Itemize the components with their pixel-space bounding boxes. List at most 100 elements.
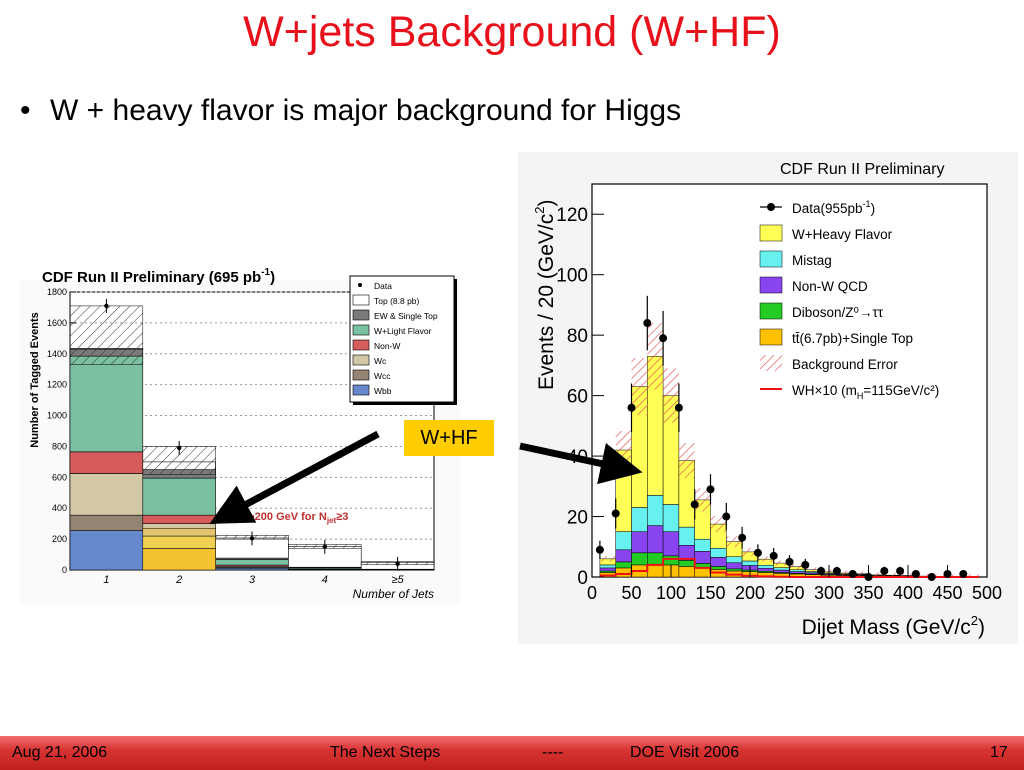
- left-x-axis-label: Number of Jets: [353, 587, 434, 601]
- left-x-tick-label: 4: [322, 574, 328, 586]
- right-bar-segment: [695, 539, 711, 551]
- right-bar-segment: [616, 568, 632, 577]
- left-y-tick-label: 1400: [47, 349, 67, 359]
- right-x-tick-label: 0: [587, 583, 597, 603]
- right-bar-segment: [632, 553, 648, 565]
- right-legend-swatch: [760, 225, 782, 241]
- right-legend-label: Diboson/Z⁰→ττ: [792, 305, 884, 320]
- right-y-tick-label: 120: [556, 205, 588, 226]
- right-data-point: [912, 570, 920, 578]
- right-bar-segment: [663, 556, 679, 565]
- footer-talk: The Next Steps: [330, 744, 440, 762]
- right-bar-segment: [726, 557, 742, 563]
- left-y-tick-label: 800: [52, 441, 67, 451]
- left-legend-swatch: [353, 385, 369, 395]
- footer-separator: ----: [542, 744, 563, 762]
- left-bar-segment: [70, 473, 143, 515]
- left-y-tick-label: 1600: [47, 318, 67, 328]
- right-data-point: [754, 549, 762, 557]
- right-bar-segment: [790, 572, 806, 574]
- right-legend-data-marker: [767, 203, 775, 211]
- right-y-tick-label: 80: [567, 326, 588, 347]
- left-y-tick-label: 0: [62, 565, 67, 575]
- left-data-point: [395, 562, 399, 566]
- right-bar-segment: [758, 565, 774, 568]
- right-legend-swatch: [760, 251, 782, 267]
- left-chart: CDF Run II Preliminary (695 pb-1) 020040…: [20, 267, 460, 605]
- left-legend-label: Wbb: [374, 386, 392, 396]
- right-x-tick-label: 500: [972, 583, 1002, 603]
- right-legend-hatch: [760, 355, 782, 371]
- left-y-tick-label: 600: [52, 472, 67, 482]
- left-bar-segment: [70, 452, 143, 474]
- right-x-tick-label: 450: [932, 583, 962, 603]
- right-x-tick-label: 100: [656, 583, 686, 603]
- left-legend-label: Non-W: [374, 341, 400, 351]
- right-chart: CDF Run II Preliminary 02040608010012005…: [518, 152, 1018, 644]
- right-data-point: [691, 500, 699, 508]
- left-legend-swatch: [353, 370, 369, 380]
- right-data-point: [675, 404, 683, 412]
- right-y-tick-label: 60: [567, 387, 588, 408]
- left-y-tick-label: 1200: [47, 380, 67, 390]
- right-legend-label: tt̄(6.7pb)+Single Top: [792, 331, 913, 346]
- left-bar-segment: [143, 478, 216, 515]
- right-legend-label: W+Heavy Flavor: [792, 227, 893, 242]
- right-data-point: [959, 570, 967, 578]
- footer-event: DOE Visit 2006: [630, 744, 739, 762]
- left-legend-swatch: [353, 340, 369, 350]
- left-chart-title: CDF Run II Preliminary (695 pb-1): [42, 267, 275, 286]
- left-bar-segment: [70, 531, 143, 570]
- right-bar-segment: [616, 532, 632, 550]
- right-bar-segment: [711, 548, 727, 557]
- left-legend-label: W+Light Flavor: [374, 326, 432, 336]
- right-data-point: [596, 546, 604, 554]
- right-x-tick-label: 250: [774, 583, 804, 603]
- right-data-point: [643, 319, 651, 327]
- left-error-band: [70, 306, 143, 365]
- right-bar-segment: [632, 507, 648, 531]
- right-error-band: [616, 431, 632, 469]
- left-y-tick-label: 1000: [47, 411, 67, 421]
- left-overlay-segment: [143, 536, 216, 548]
- right-data-point: [817, 567, 825, 575]
- right-data-point: [786, 558, 794, 566]
- left-overlay-segment: [143, 548, 216, 570]
- right-data-point: [659, 334, 667, 342]
- right-data-point: [738, 534, 746, 542]
- right-y-tick-label: 100: [556, 266, 588, 287]
- right-bar-segment: [679, 527, 695, 545]
- right-bar-segment: [647, 495, 663, 525]
- right-legend-swatch: [760, 277, 782, 293]
- right-data-point: [880, 567, 888, 575]
- right-x-tick-label: 300: [814, 583, 844, 603]
- left-y-tick-label: 400: [52, 503, 67, 513]
- left-overlay-segment: [143, 528, 216, 536]
- right-bar-segment: [647, 526, 663, 553]
- right-legend-label: Non-W QCD: [792, 279, 868, 294]
- right-x-tick-label: 50: [621, 583, 641, 603]
- right-bar-segment: [679, 560, 695, 566]
- right-data-point: [628, 404, 636, 412]
- right-data-point: [833, 567, 841, 575]
- right-bar-segment: [663, 504, 679, 531]
- right-bar-segment: [616, 562, 632, 568]
- right-error-band: [600, 556, 616, 561]
- right-y-tick-label: 20: [567, 508, 588, 529]
- chart-stage: CDF Run II Preliminary (695 pb-1) 0 20 0 40…: [0, 0, 1024, 734]
- left-bar-segment: [143, 515, 216, 523]
- right-data-point: [707, 485, 715, 493]
- left-bar-segment: [70, 356, 143, 452]
- right-data-point: [722, 513, 730, 521]
- left-data-point: [104, 304, 108, 308]
- left-legend-marker: [358, 283, 362, 287]
- right-data-point: [612, 510, 620, 518]
- left-legend-label: Wcc: [374, 371, 391, 381]
- right-bar-segment: [726, 569, 742, 571]
- right-bar-segment: [711, 557, 727, 566]
- left-legend-swatch: [353, 310, 369, 320]
- right-error-band: [647, 323, 663, 389]
- right-bar-segment: [600, 568, 616, 571]
- right-bar-segment: [726, 563, 742, 569]
- left-y-axis-label: Number of Tagged Events: [29, 312, 41, 447]
